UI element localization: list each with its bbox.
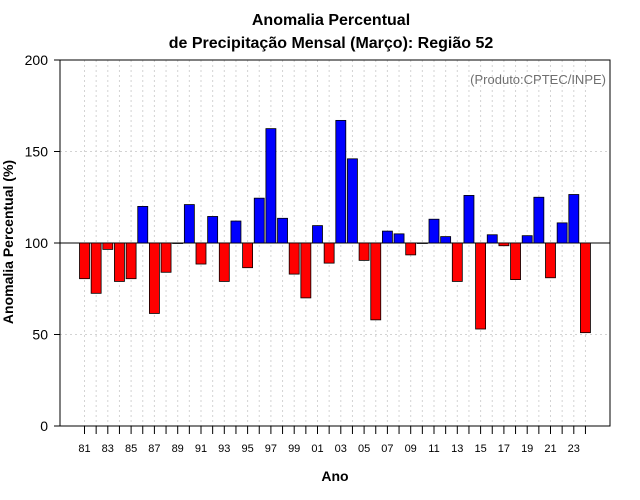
- bar-82: [90, 242, 102, 294]
- x-tick-label: 07: [381, 443, 393, 455]
- bar-99: [288, 242, 300, 275]
- bar-13: [451, 242, 463, 282]
- bar-02: [323, 242, 335, 264]
- bar-20: [533, 196, 545, 244]
- bar-88: [160, 242, 172, 273]
- x-tick-label: 81: [78, 443, 90, 455]
- gridlines: [60, 59, 610, 427]
- bar-83: [102, 242, 114, 250]
- bar-98: [277, 217, 288, 244]
- x-tick-label: 99: [288, 443, 300, 455]
- bar-03: [335, 119, 347, 244]
- y-tick-label: 150: [25, 144, 49, 160]
- y-axis: 0 50 100 150 200: [25, 52, 60, 434]
- bar-81: [79, 242, 90, 280]
- bar-06: [370, 242, 382, 321]
- bars: [79, 119, 591, 334]
- y-tick-label: 0: [40, 418, 48, 434]
- x-tick-label: 19: [521, 443, 533, 455]
- bar-08: [393, 233, 405, 244]
- x-tick-label: 23: [568, 443, 580, 455]
- bar-14: [463, 195, 475, 244]
- bar-05: [358, 242, 370, 261]
- x-axis-title: Ano: [321, 468, 348, 484]
- bar-94: [230, 220, 242, 244]
- x-tick-label: 87: [148, 443, 160, 455]
- credit-label: (Produto:CPTEC/INPE): [470, 72, 606, 87]
- bar-09: [405, 242, 417, 256]
- bar-90: [183, 204, 195, 244]
- y-tick-label: 100: [25, 235, 49, 251]
- bar-91: [195, 242, 207, 265]
- bar-87: [148, 242, 160, 314]
- x-tick-label: 09: [405, 443, 417, 455]
- bar-22: [556, 222, 568, 244]
- x-tick-label: 95: [241, 443, 253, 455]
- x-tick-label: 93: [218, 443, 230, 455]
- x-tick-label: 01: [311, 443, 323, 455]
- bar-96: [253, 197, 265, 244]
- bar-19: [521, 235, 533, 244]
- bar-10: [416, 242, 428, 244]
- y-tick-label: 200: [25, 52, 49, 68]
- bar-95: [242, 242, 254, 269]
- chart-title-line-1: Anomalia Percentual: [252, 12, 410, 29]
- x-tick-label: 85: [125, 443, 137, 455]
- bar-89: [172, 242, 184, 244]
- x-tick-label: 15: [474, 443, 486, 455]
- x-tick-label: 03: [335, 443, 347, 455]
- bar-93: [218, 242, 230, 282]
- bar-15: [475, 242, 487, 330]
- x-tick-label: 11: [428, 443, 439, 455]
- bar-18: [510, 242, 521, 280]
- bar-01: [312, 225, 323, 244]
- bar-21: [545, 242, 556, 279]
- bar-23: [568, 194, 580, 244]
- x-tick-label: 89: [172, 443, 184, 455]
- x-tick-label: 05: [358, 443, 370, 455]
- bar-24: [580, 242, 591, 334]
- bar-16: [486, 234, 498, 244]
- bar-00: [300, 242, 312, 299]
- chart-title-line-2: de Precipitação Mensal (Março): Região 5…: [169, 35, 494, 52]
- x-tick-label: 83: [102, 443, 114, 455]
- bar-92: [207, 216, 219, 244]
- x-tick-label: 21: [544, 443, 556, 455]
- bar-07: [381, 230, 393, 244]
- bar-86: [137, 205, 149, 244]
- bar-12: [440, 236, 452, 244]
- x-tick-label: 91: [195, 443, 207, 455]
- bar-84: [114, 242, 125, 282]
- bar-11: [428, 218, 440, 244]
- x-tick-label: 17: [498, 443, 510, 455]
- y-axis-title: Anomalia Percentual (%): [0, 160, 16, 324]
- x-tick-label: 13: [451, 443, 463, 455]
- bar-17: [498, 242, 510, 247]
- bar-97: [265, 128, 277, 244]
- x-axis: 81 83 85 87 89 91 93 95 97 99 01 03 05 07 09 11 13 15 17 19…: [78, 426, 586, 455]
- bar-85: [125, 242, 137, 280]
- bar-04: [347, 158, 358, 244]
- x-tick-label: 97: [265, 443, 277, 455]
- y-tick-label: 50: [32, 327, 48, 343]
